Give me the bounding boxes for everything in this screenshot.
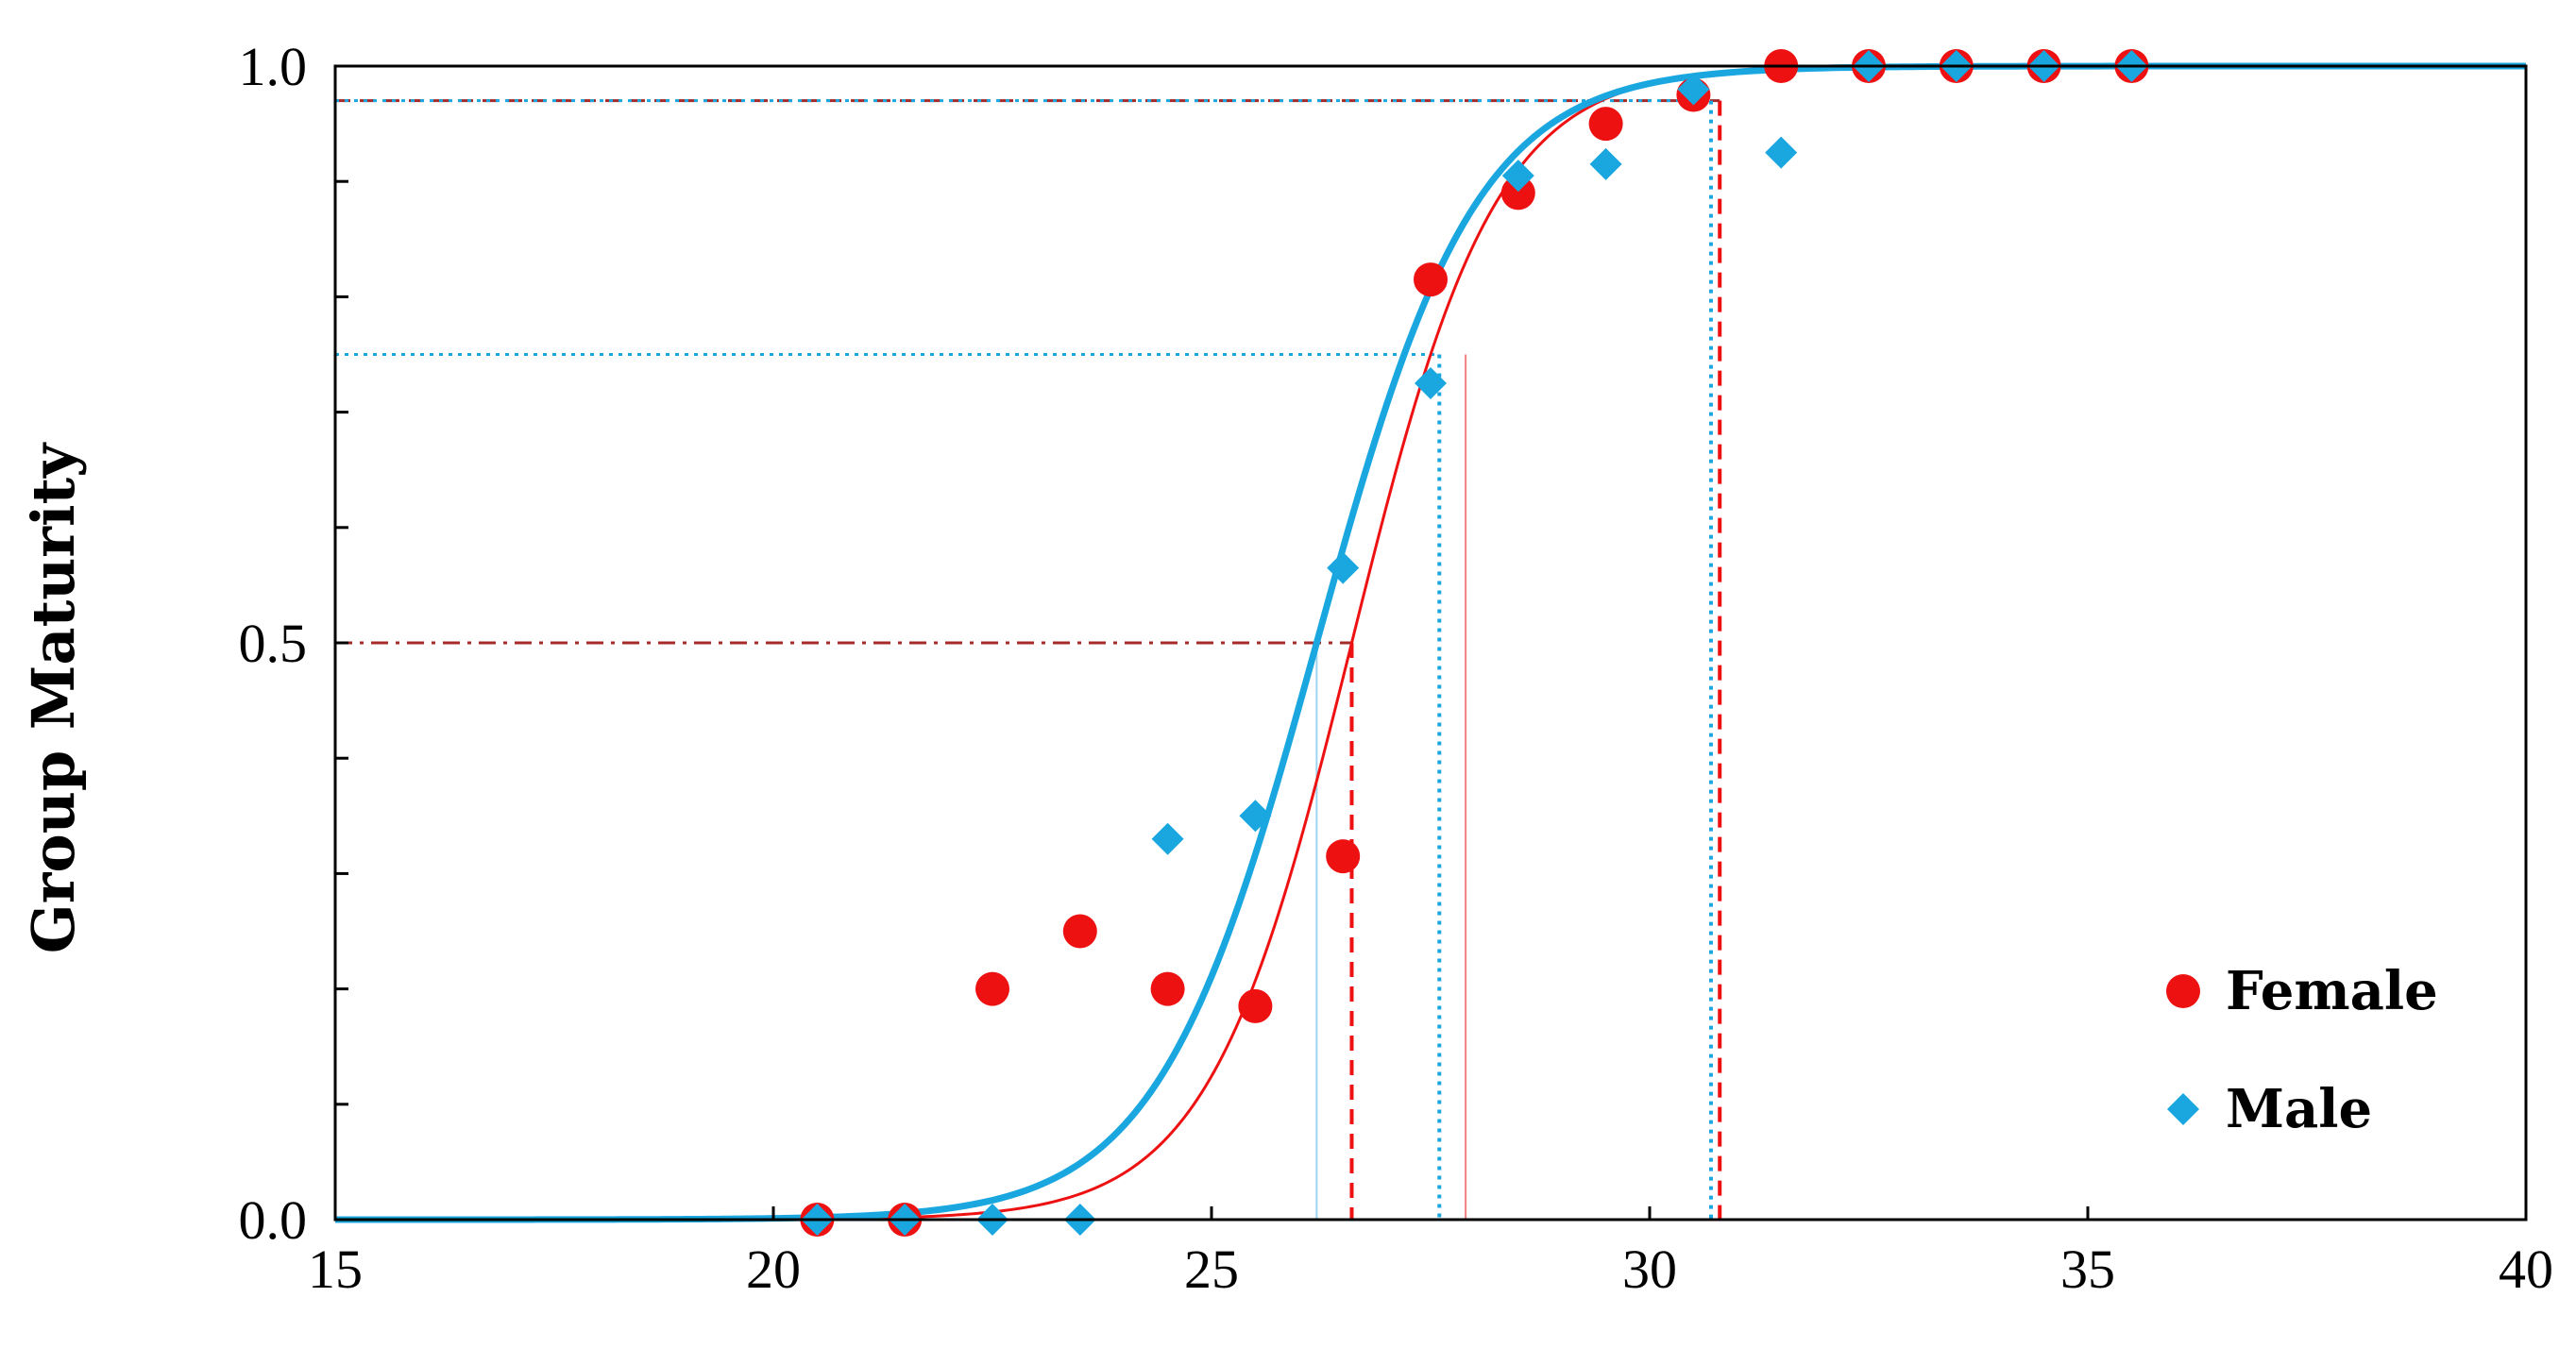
male-point-10	[1677, 73, 1710, 106]
male-point-6	[1327, 551, 1360, 584]
male-point-5	[1239, 800, 1272, 833]
male-point-11	[1765, 136, 1798, 169]
legend: Female Male	[2166, 960, 2438, 1140]
female-point-3	[1062, 914, 1097, 949]
x-tick-label-4: 35	[2060, 1238, 2115, 1300]
legend-male-label: Male	[2226, 1078, 2372, 1140]
y-tick-label-0: 0.0	[239, 1189, 308, 1251]
x-tick-label-5: 40	[2499, 1238, 2553, 1300]
fit-curve-female	[817, 64, 2526, 1221]
data-points	[800, 49, 2149, 1237]
male-point-4	[1151, 822, 1184, 855]
legend-male-marker	[2167, 1093, 2199, 1125]
x-tick-label-0: 15	[308, 1238, 363, 1300]
male-point-9	[1589, 147, 1622, 180]
x-tick-label-1: 20	[746, 1238, 801, 1300]
female-point-5	[1238, 988, 1273, 1023]
female-point-9	[1588, 107, 1623, 142]
axes: 15 20 25 30 35 40 0.0 0.5 1.0	[239, 36, 2554, 1300]
female-point-6	[1326, 839, 1361, 874]
y-tick-label-1: 0.5	[239, 613, 308, 674]
female-point-4	[1150, 971, 1185, 1006]
male-point-7	[1415, 367, 1447, 400]
x-tick-label-2: 25	[1184, 1238, 1239, 1300]
female-point-2	[975, 971, 1009, 1006]
legend-female-label: Female	[2226, 960, 2438, 1022]
male-point-8	[1501, 160, 1534, 193]
y-tick-label-2: 1.0	[239, 36, 308, 97]
legend-female-marker	[2166, 974, 2200, 1008]
female-point-7	[1414, 262, 1448, 297]
female-point-8	[1500, 176, 1535, 211]
reference-lines	[335, 99, 1722, 1220]
y-axis-title: Group Maturity	[19, 442, 88, 953]
x-tick-label-3: 30	[1622, 1238, 1677, 1300]
